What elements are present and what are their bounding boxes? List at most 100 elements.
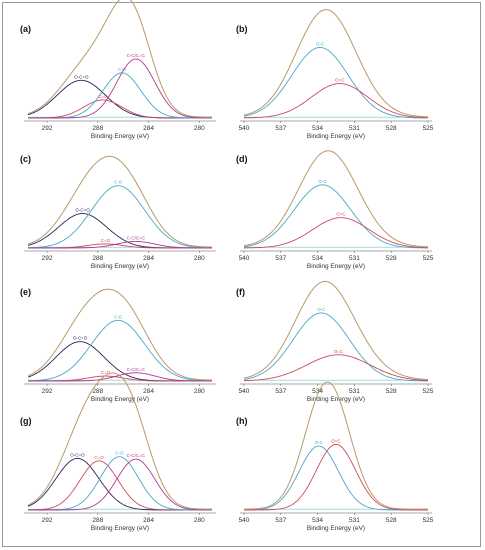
x-tick-label: 531: [349, 517, 360, 524]
x-tick-label: 540: [239, 388, 250, 395]
x-tick-label: 280: [194, 125, 205, 132]
x-tick-label: 534: [312, 125, 323, 132]
panel-h: (h) O-C O=C 540 537 534 531 528 525 Binding Energ…: [236, 381, 434, 532]
figure-frame: [2, 2, 481, 547]
x-tick-label: 288: [92, 125, 103, 132]
envelope-curve: [243, 381, 428, 510]
peak-annotation: O-C=O: [74, 74, 89, 79]
x-tick-label: 528: [386, 388, 397, 395]
envelope-curve: [243, 280, 429, 381]
x-tick-label: 288: [92, 517, 103, 524]
peak-annotation: C-C/C=C: [127, 53, 146, 58]
peak-annotation: C-C/C=C: [127, 453, 146, 458]
panel-g: (g) O-C=O C=O C-O C-C/C=C 292 288 284 280 Binding…: [20, 372, 216, 532]
peak-annotation: O-C: [316, 41, 325, 46]
x-axis-label: Binding Energy (eV): [307, 263, 365, 270]
x-tick-label: 292: [42, 125, 53, 132]
peak-annotation: C-O: [115, 451, 124, 456]
x-tick-label: 537: [275, 125, 286, 132]
peak-o-c-o: [27, 213, 212, 249]
peak-o-c: [243, 354, 429, 382]
envelope-curve: [27, 372, 212, 510]
x-tick-label: 284: [143, 388, 154, 395]
peak-c-o: [27, 319, 213, 382]
peak-annotation: O-C=O: [73, 336, 88, 341]
peak-annotation: O=C: [334, 349, 344, 354]
panel-label: (a): [20, 24, 31, 34]
panel-label: (e): [20, 287, 31, 297]
x-tick-label: 292: [42, 255, 53, 262]
x-axis-label: Binding Energy (eV): [307, 525, 365, 532]
x-tick-label: 534: [312, 255, 323, 262]
panel-label: (c): [20, 154, 31, 164]
peak-annotation: C-O: [118, 67, 127, 72]
peak-annotation: C=O: [101, 238, 111, 243]
x-tick-label: 280: [194, 517, 205, 524]
peak-o-c: [244, 443, 428, 511]
x-tick-label: 537: [275, 388, 286, 395]
peak-o-c: [243, 445, 428, 511]
peak-o-c: [243, 184, 428, 249]
panel-d: (d) O-C O=C 540 537 534 531 528 525 Binding Energ…: [236, 150, 434, 270]
envelope-curve: [243, 150, 429, 248]
x-tick-label: 528: [386, 517, 397, 524]
x-tick-label: 525: [423, 388, 434, 395]
peak-annotation: C=O: [94, 455, 104, 460]
x-tick-label: 292: [42, 388, 53, 395]
x-tick-label: 534: [312, 517, 323, 524]
x-axis-label: Binding Energy (eV): [307, 396, 365, 403]
panel-label: (d): [236, 154, 248, 164]
x-tick-label: 531: [349, 255, 360, 262]
x-tick-label: 288: [92, 255, 103, 262]
x-axis-label: Binding Energy (eV): [91, 525, 149, 532]
peak-c-c-c-c: [28, 240, 212, 249]
x-tick-label: 292: [42, 517, 53, 524]
peak-annotation: O-C: [317, 307, 326, 312]
x-tick-label: 280: [194, 255, 205, 262]
x-tick-label: 284: [143, 517, 154, 524]
x-tick-label: 531: [349, 125, 360, 132]
x-tick-label: 540: [239, 517, 250, 524]
peak-o-c: [243, 47, 428, 119]
x-axis-label: Binding Energy (eV): [307, 133, 365, 140]
peak-annotation: O=C: [331, 438, 341, 443]
panel-e: (e) O-C=O C-O C=O C-C/C=C 292 288 284 280 Binding…: [20, 287, 216, 403]
envelope-curve: [27, 0, 213, 118]
peak-c-c-c-c: [28, 458, 212, 511]
x-tick-label: 525: [423, 255, 434, 262]
x-tick-label: 280: [194, 388, 205, 395]
envelope-curve: [27, 288, 213, 381]
x-tick-label: 528: [386, 255, 397, 262]
x-axis-label: Binding Energy (eV): [91, 396, 149, 403]
peak-annotation: C-O: [114, 180, 123, 185]
panel-label: (f): [236, 287, 245, 297]
envelope-curve: [27, 155, 213, 248]
x-tick-label: 284: [143, 125, 154, 132]
peak-o-c: [243, 312, 429, 382]
x-tick-label: 528: [386, 125, 397, 132]
x-axis-label: Binding Energy (eV): [91, 133, 149, 140]
peak-annotation: O-C=O: [70, 452, 85, 457]
x-tick-label: 537: [275, 517, 286, 524]
x-tick-label: 525: [423, 517, 434, 524]
panel-label: (g): [20, 416, 32, 426]
x-tick-label: 525: [423, 125, 434, 132]
peak-c-c-c-c: [28, 58, 212, 119]
panel-label: (b): [236, 24, 248, 34]
panel-a: (a) O-C=O C=O C-O C-C/C=C 292 288 284 280 Binding…: [20, 0, 216, 140]
x-tick-label: 537: [275, 255, 286, 262]
peak-c-o: [27, 185, 213, 249]
panel-c: (c) O-C=O C-O C=O C-C/C=C 292 288 284 280 Binding…: [20, 154, 216, 270]
x-axis-label: Binding Energy (eV): [91, 263, 149, 270]
x-tick-label: 540: [239, 125, 250, 132]
panel-label: (h): [236, 416, 248, 426]
peak-annotation: C=O: [98, 94, 108, 99]
peak-annotation: C=O: [101, 370, 111, 375]
peak-annotation: O=C: [336, 212, 346, 217]
x-tick-label: 531: [349, 388, 360, 395]
x-tick-label: 288: [92, 388, 103, 395]
peak-o-c: [243, 217, 429, 249]
peak-annotation: C-O: [114, 314, 123, 319]
peak-c-o: [28, 72, 212, 119]
